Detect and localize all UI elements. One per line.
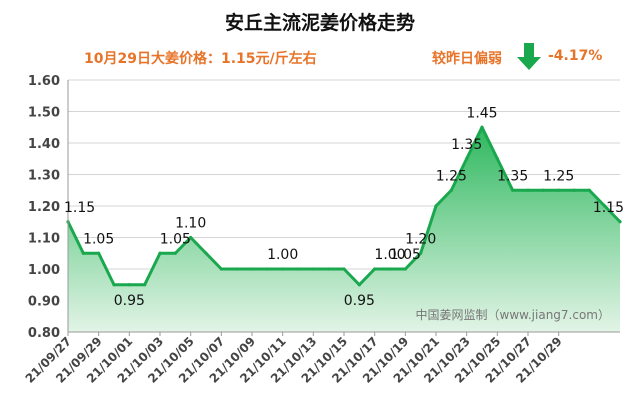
data-point xyxy=(81,251,85,255)
data-label: 1.35 xyxy=(497,168,528,184)
data-point xyxy=(403,267,407,271)
price-area-fill xyxy=(68,127,620,332)
y-tick-label: 0.90 xyxy=(28,295,60,310)
data-label: 1.05 xyxy=(390,247,421,263)
data-point xyxy=(572,188,576,192)
data-point xyxy=(541,188,545,192)
data-point xyxy=(265,267,269,271)
data-point xyxy=(388,267,392,271)
data-point xyxy=(419,251,423,255)
change-value: -4.17% xyxy=(548,48,603,64)
data-label: 1.35 xyxy=(451,137,482,153)
data-point xyxy=(618,220,622,224)
data-point xyxy=(311,267,315,271)
data-point xyxy=(173,251,177,255)
data-point xyxy=(480,125,484,129)
data-point xyxy=(189,235,193,240)
chart-title: 安丘主流泥姜价格走势 xyxy=(224,12,415,34)
data-point xyxy=(112,283,116,287)
y-tick-label: 1.40 xyxy=(28,137,60,152)
data-label: 1.05 xyxy=(83,231,114,247)
data-point xyxy=(235,267,239,271)
data-point xyxy=(250,267,254,271)
data-point xyxy=(296,267,300,271)
data-point xyxy=(557,188,561,192)
price-subtitle: 10月29日大姜价格：1.15元/斤左右 xyxy=(84,51,317,67)
data-point xyxy=(204,251,208,255)
data-point xyxy=(465,157,469,161)
data-point xyxy=(449,188,453,192)
data-point xyxy=(219,267,223,271)
y-tick-label: 1.50 xyxy=(28,106,60,121)
data-point xyxy=(587,188,591,192)
data-point xyxy=(281,267,285,271)
data-point xyxy=(143,283,147,287)
data-point xyxy=(97,251,101,255)
data-point xyxy=(342,267,346,271)
data-label: 1.25 xyxy=(543,168,574,184)
data-label: 0.95 xyxy=(114,293,145,309)
change-label: 较昨日偏弱 xyxy=(432,51,502,67)
y-tick-label: 1.10 xyxy=(28,232,60,247)
y-tick-label: 0.80 xyxy=(28,326,60,341)
data-point xyxy=(158,251,162,255)
data-point xyxy=(434,204,438,208)
data-label: 1.45 xyxy=(466,105,497,121)
y-tick-label: 1.30 xyxy=(28,169,60,184)
data-label: 1.20 xyxy=(405,231,436,247)
data-label: 1.05 xyxy=(160,231,191,247)
data-label: 1.00 xyxy=(267,247,298,263)
data-label: 1.00 xyxy=(374,247,405,263)
data-label: 1.25 xyxy=(436,168,467,184)
y-tick-label: 1.60 xyxy=(28,74,60,89)
data-point xyxy=(603,204,607,208)
watermark: 中国姜网监制（www.jiang7.com） xyxy=(416,307,610,322)
data-point xyxy=(327,267,331,271)
y-tick-label: 1.20 xyxy=(28,200,60,215)
down-arrow-icon xyxy=(517,43,541,70)
y-tick-label: 1.00 xyxy=(28,263,60,278)
data-point xyxy=(511,188,515,192)
data-point xyxy=(526,188,530,192)
data-label: 1.15 xyxy=(593,200,624,216)
data-point xyxy=(357,283,361,287)
data-label: 1.15 xyxy=(64,200,95,216)
data-point xyxy=(127,283,131,287)
data-label: 1.10 xyxy=(175,216,206,232)
data-point xyxy=(373,267,377,271)
data-label: 0.95 xyxy=(344,293,375,309)
data-point xyxy=(495,157,499,161)
